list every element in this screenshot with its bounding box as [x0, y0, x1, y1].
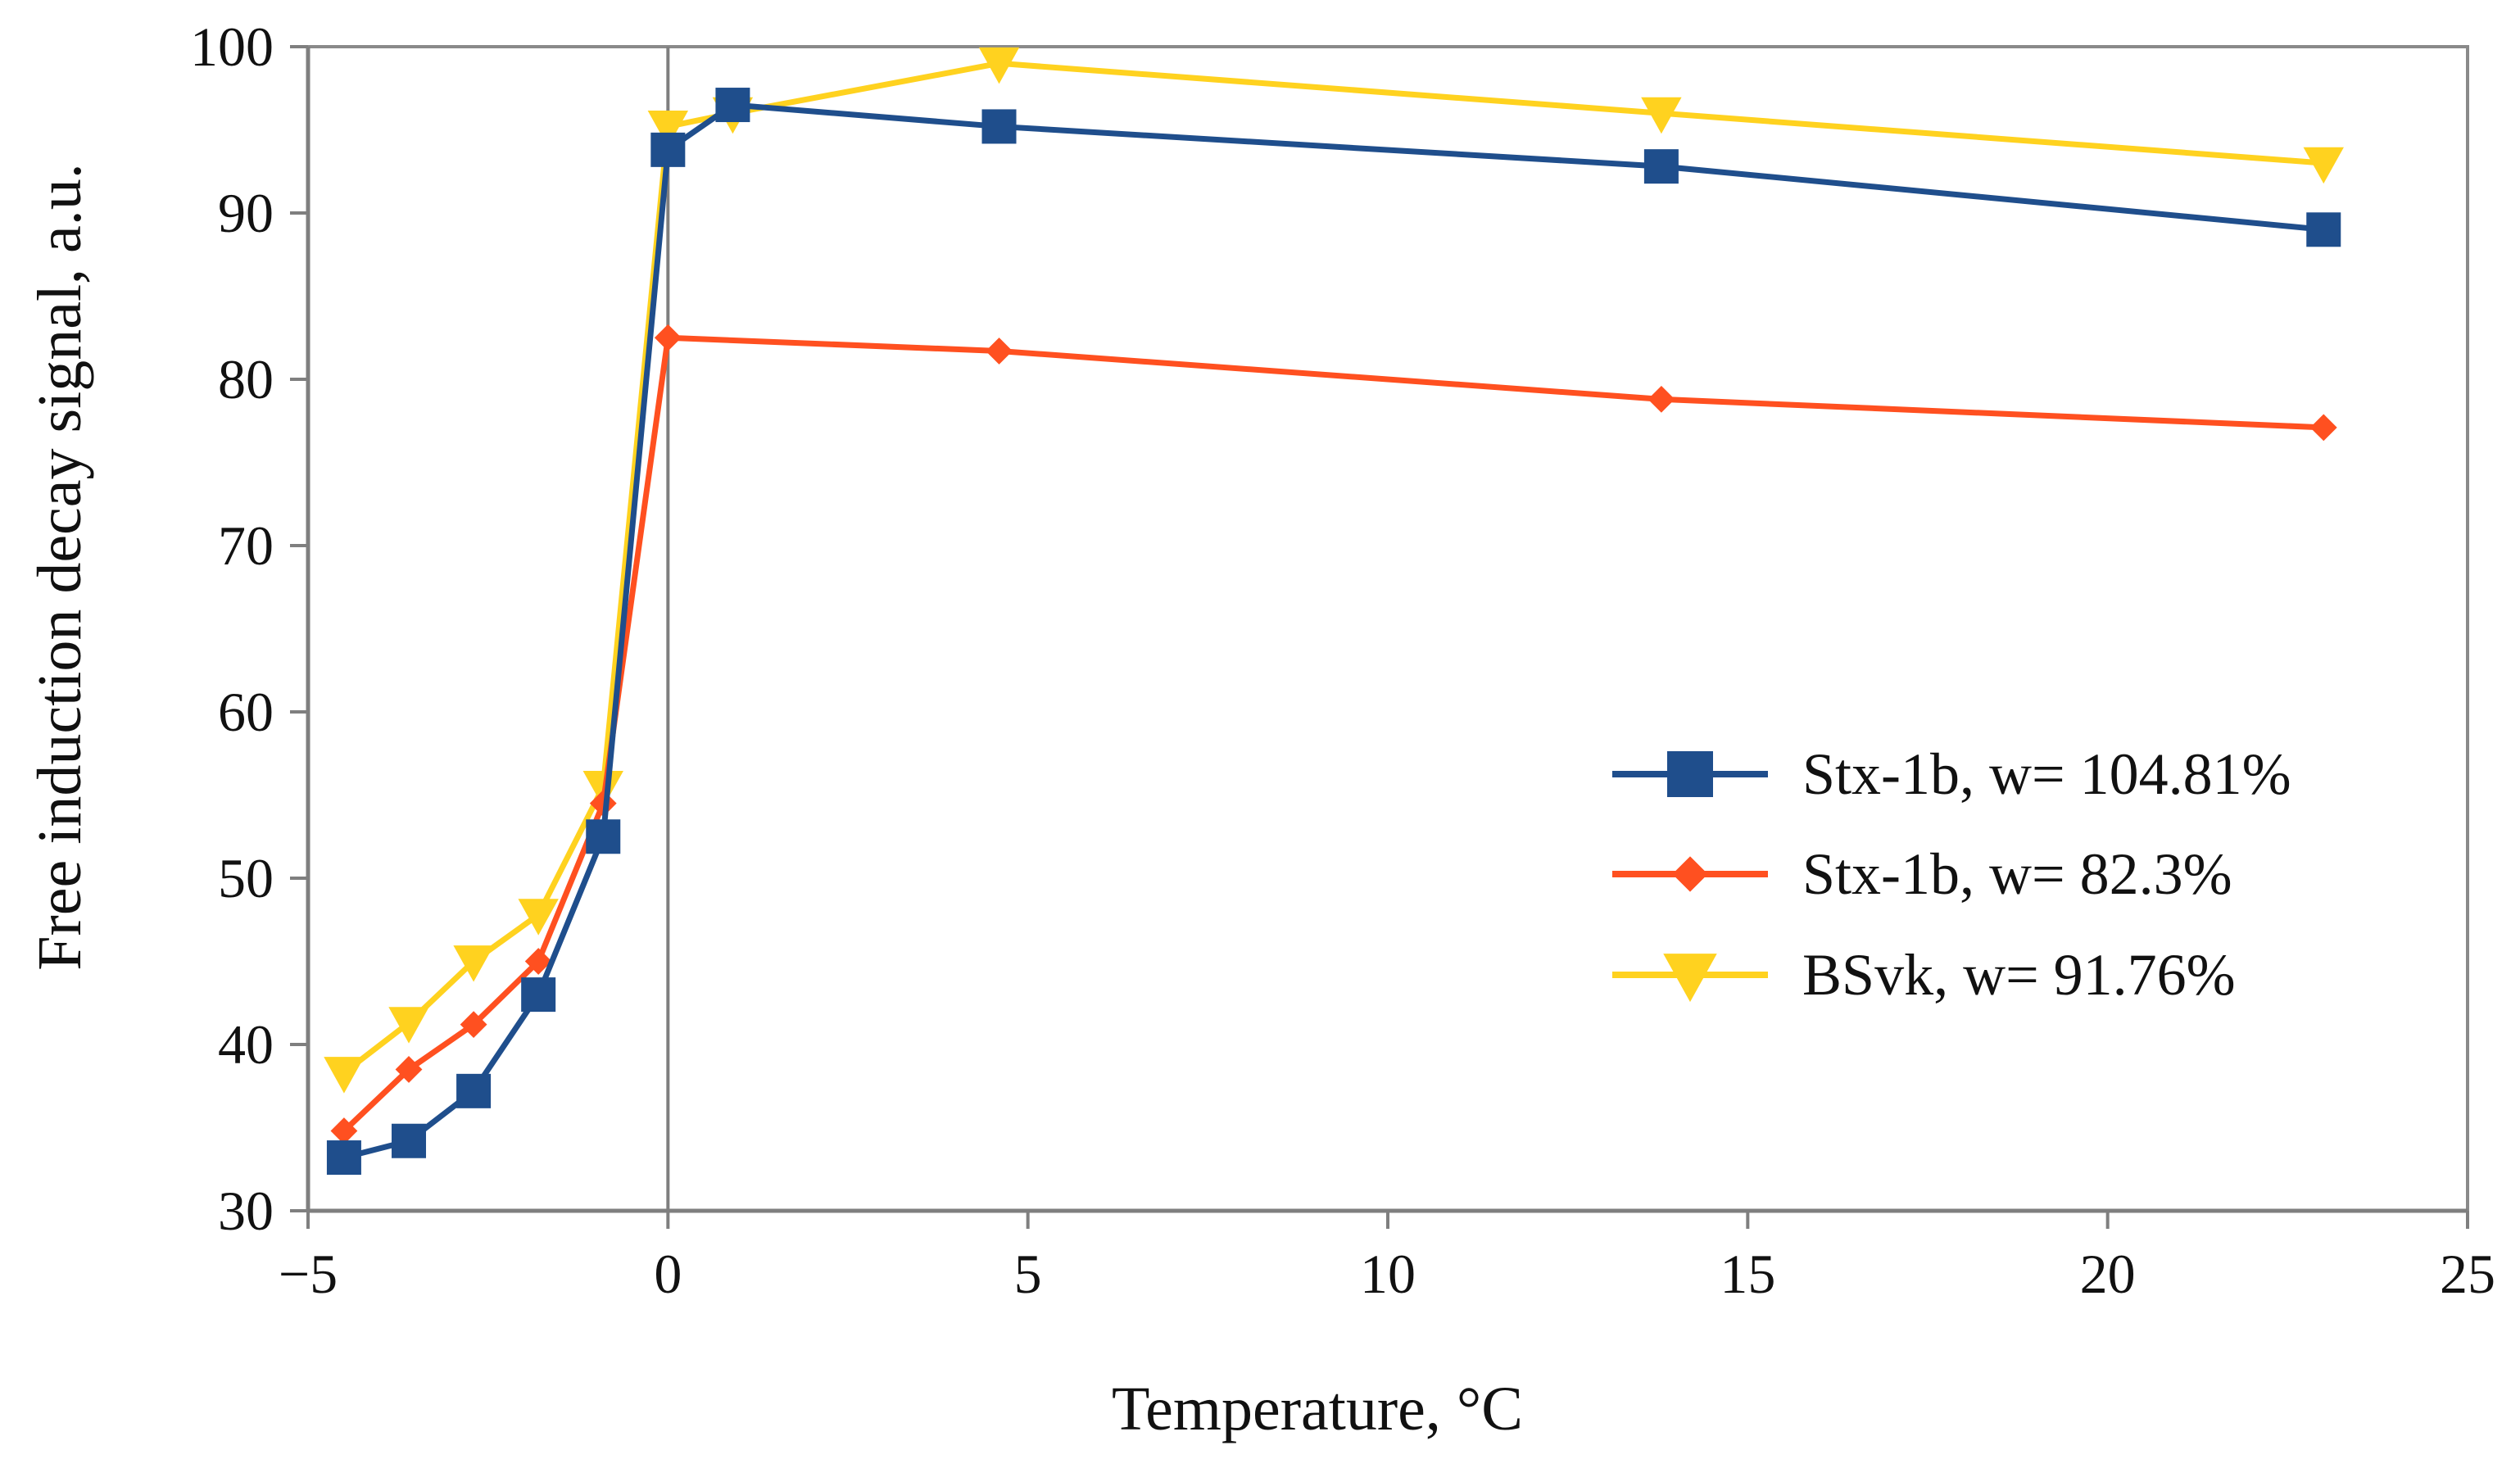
y-tick-label: 60	[218, 681, 274, 743]
data-point	[986, 338, 1013, 365]
legend: Stx-1b, w= 104.81% Stx-1b, w= 82.3% BSvk, …	[1612, 741, 2291, 1008]
data-point	[326, 1140, 361, 1176]
series-line	[342, 60, 2324, 1076]
y-tick-label: 80	[218, 348, 274, 410]
x-tick-label: 15	[1720, 1243, 1775, 1305]
x-tick-label: −5	[279, 1243, 338, 1305]
data-point	[392, 1123, 427, 1158]
x-tick-label: 0	[654, 1243, 682, 1305]
data-point	[524, 948, 552, 975]
series-3	[324, 47, 2344, 1094]
data-point	[978, 47, 1020, 84]
legend-label: BSvk, w= 91.76%	[1802, 942, 2236, 1008]
x-axis-title: Temperature, °C	[1112, 1375, 1523, 1443]
legend-marker	[1672, 856, 1708, 892]
legend-item-1: Stx-1b, w= 104.81%	[1612, 741, 2291, 807]
data-point	[456, 1073, 492, 1108]
data-point	[1641, 97, 1682, 134]
y-tick-label: 70	[218, 514, 274, 577]
legend-label: Stx-1b, w= 104.81%	[1802, 741, 2291, 807]
data-point	[647, 111, 689, 147]
data-point	[1643, 149, 1679, 184]
series-line	[343, 102, 2324, 1161]
data-point	[453, 945, 494, 982]
data-point	[518, 899, 559, 936]
legend-marker	[1667, 751, 1713, 797]
x-tick-label: 25	[2440, 1243, 2495, 1305]
x-tick-label: 5	[1014, 1243, 1042, 1305]
legend-item-2: Stx-1b, w= 82.3%	[1612, 841, 2232, 907]
series-2	[330, 324, 2337, 1144]
data-point	[586, 819, 621, 854]
data-point	[324, 1057, 365, 1094]
data-point	[650, 132, 686, 167]
data-point	[521, 977, 556, 1013]
data-point	[388, 1007, 429, 1044]
data-point	[654, 324, 682, 351]
legend-item-3: BSvk, w= 91.76%	[1612, 942, 2236, 1008]
data-point	[715, 88, 750, 123]
x-tick-label: 10	[1360, 1243, 1416, 1305]
y-tick-label: 90	[218, 182, 274, 244]
data-point	[2309, 414, 2337, 442]
data-point	[981, 109, 1017, 144]
data-point	[395, 1056, 423, 1083]
x-tick-label: 20	[2080, 1243, 2136, 1305]
y-axis-title: Free induction decay signal, a.u.	[25, 163, 94, 971]
data-point	[1648, 385, 1675, 413]
legend-label: Stx-1b, w= 82.3%	[1802, 841, 2232, 907]
y-tick-label: 50	[218, 847, 274, 909]
data-point	[460, 1011, 487, 1039]
y-tick-label: 40	[218, 1013, 274, 1076]
plot-area-frame	[306, 45, 2469, 1212]
data-point	[2306, 212, 2341, 247]
data-point	[2303, 147, 2344, 184]
y-tick-label: 30	[218, 1180, 274, 1242]
legend-marker	[1663, 954, 1717, 1003]
series-1	[326, 88, 2341, 1176]
y-tick-label: 100	[190, 16, 274, 78]
